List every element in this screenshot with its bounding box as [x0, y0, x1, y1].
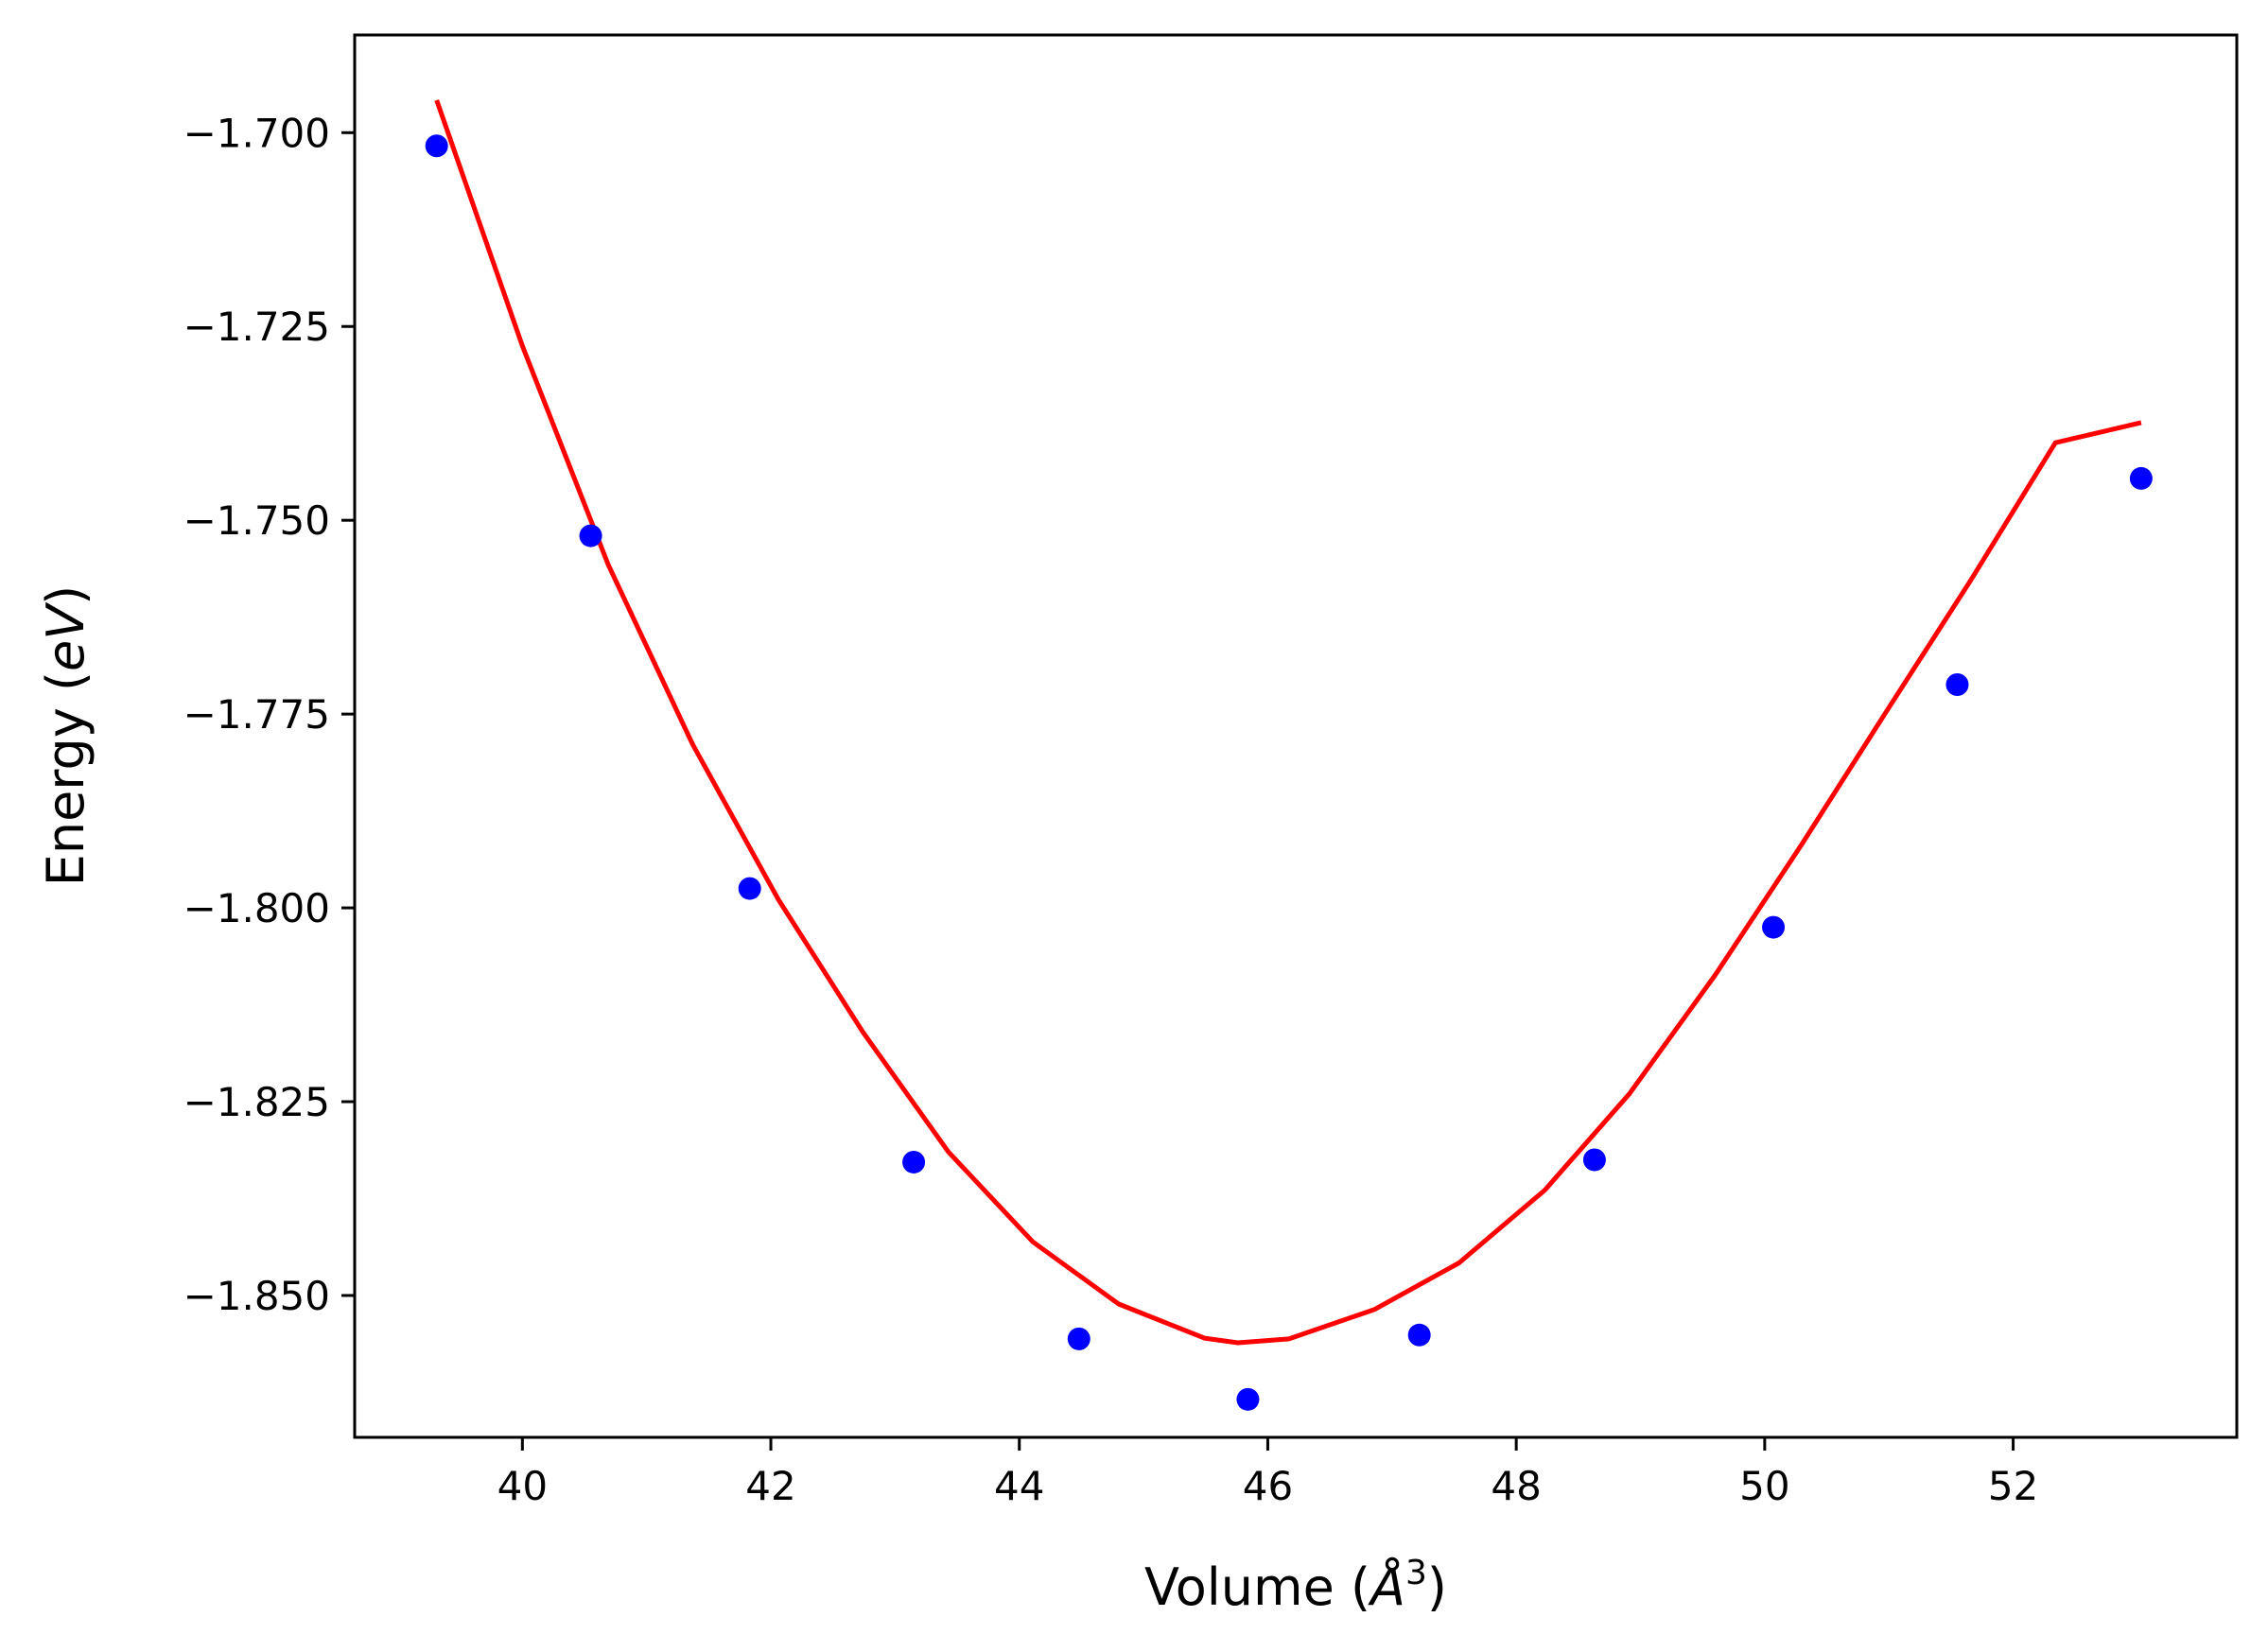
points-layer — [425, 134, 2153, 1411]
data-point — [579, 524, 602, 548]
fit-layer — [434, 99, 2142, 1346]
fit-curve — [434, 99, 2142, 1346]
y-tick-label: −1.850 — [183, 1273, 330, 1319]
y-tick-label: −1.750 — [183, 497, 330, 544]
y-tick-label: −1.725 — [183, 304, 330, 350]
data-point — [1407, 1323, 1431, 1347]
y-axis-label: Energy (eV) — [36, 585, 96, 887]
y-axis-ticks: −1.700 −1.725 −1.750 −1.775 −1.800 −1.825 −1.8… — [183, 110, 355, 1319]
data-point — [738, 877, 761, 900]
y-tick-label: −1.825 — [183, 1079, 330, 1125]
x-tick-label: 52 — [1988, 1463, 2038, 1509]
x-axis-label-suffix: ) — [1427, 1557, 1447, 1617]
data-point — [1582, 1148, 1606, 1172]
x-axis-label-prefix: Volume ( — [1144, 1557, 1370, 1617]
data-point — [902, 1150, 926, 1174]
data-point — [425, 134, 448, 158]
data-point — [1762, 915, 1786, 939]
x-tick-label: 50 — [1739, 1463, 1789, 1509]
y-tick-label: −1.775 — [183, 691, 330, 738]
data-point — [1236, 1387, 1260, 1411]
plot-background — [355, 35, 2237, 1437]
x-tick-label: 42 — [745, 1463, 795, 1509]
y-axis-label-suffix: ) — [36, 585, 96, 605]
x-tick-label: 40 — [497, 1463, 548, 1509]
plot-frame — [353, 33, 2239, 1439]
y-axis-label-italic: eV — [36, 601, 96, 671]
y-tick-label: −1.700 — [183, 110, 330, 156]
x-tick-label: 46 — [1243, 1463, 1293, 1509]
data-point — [1945, 672, 1969, 696]
x-tick-label: 48 — [1491, 1463, 1541, 1509]
x-tick-label: 44 — [994, 1463, 1044, 1509]
x-axis-label-superscript: 3 — [1405, 1554, 1427, 1592]
x-axis-ticks: 40 42 44 46 48 50 52 — [497, 1437, 2038, 1509]
x-axis-label: Volume (Å3) — [1144, 1554, 1447, 1617]
y-axis-label-prefix: Energy ( — [36, 671, 96, 886]
y-tick-label: −1.800 — [183, 885, 330, 931]
data-point — [2129, 466, 2153, 490]
x-axis-label-symbol: Å — [1368, 1556, 1405, 1617]
data-point — [1067, 1327, 1090, 1350]
